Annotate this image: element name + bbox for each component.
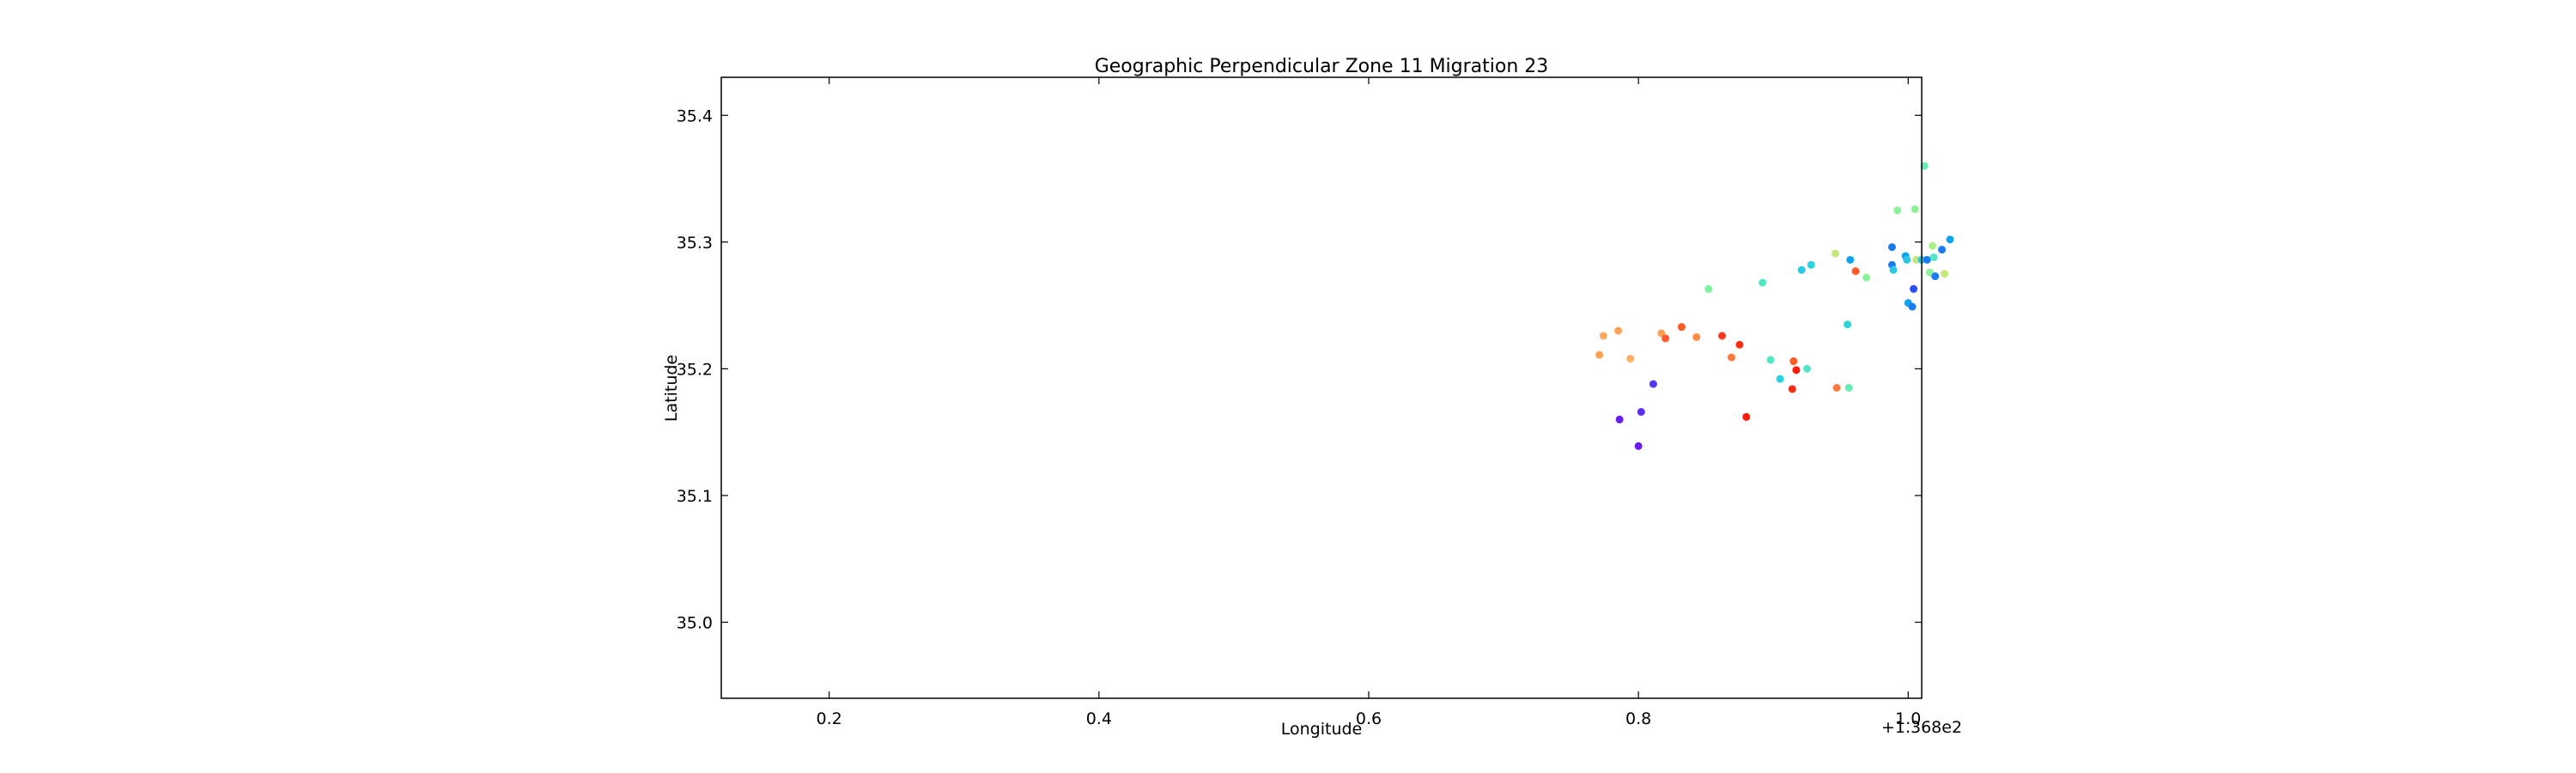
scatter-point: [1595, 350, 1604, 359]
scatter-point: [1844, 384, 1853, 392]
x-axis-title: Longitude: [1281, 720, 1363, 739]
scatter-point: [1929, 241, 1937, 250]
scatter-point: [1759, 278, 1767, 287]
y-tick-label: 35.3: [677, 234, 713, 253]
x-tick-label: 0.8: [1625, 709, 1651, 728]
scatter-point: [1911, 204, 1919, 213]
scatter-point: [1766, 356, 1775, 364]
x-tick-label: 1.0: [1895, 709, 1921, 728]
scatter-point: [1923, 255, 1931, 264]
scatter-point: [1931, 272, 1940, 281]
scatter-point: [1946, 235, 1954, 244]
plot-frame: [720, 76, 1923, 699]
x-tick-label: 0.6: [1356, 709, 1382, 728]
scatter-point: [1615, 415, 1624, 423]
scatter-point: [1908, 302, 1917, 311]
y-tick-label: 35.0: [677, 613, 713, 632]
scatter-point: [1910, 284, 1918, 293]
scatter-point: [1626, 355, 1635, 363]
scatter-point: [1851, 267, 1860, 276]
scatter-point: [1792, 366, 1801, 374]
scatter-point: [1599, 332, 1607, 340]
scatter-point: [1614, 326, 1623, 335]
scatter-point: [1920, 161, 1929, 170]
scatter-point: [1802, 364, 1811, 373]
scatter-point: [1637, 408, 1645, 417]
ticks-layer: 0.2 0.4 0.6 0.8 1.0 35.0 35.1 35.2 35.3 35.4: [677, 77, 1922, 728]
scatter-point: [1862, 273, 1871, 282]
scatter-point: [1662, 334, 1670, 343]
x-offset-label: +1.368e2: [1881, 718, 1962, 737]
scatter-point: [1789, 357, 1798, 366]
scatter-point: [1728, 353, 1736, 362]
scatter-point: [1941, 270, 1949, 278]
y-tick-label: 35.1: [677, 487, 713, 506]
plot-area: [721, 77, 1922, 698]
scatter-point: [1718, 332, 1727, 340]
x-tick-label: 0.4: [1086, 709, 1112, 728]
scatter-point: [1925, 268, 1934, 277]
scatter-point: [1704, 284, 1713, 293]
scatter-point: [1846, 255, 1855, 264]
scatter-point: [1887, 243, 1896, 252]
chart-title: Geographic Perpendicular Zone 11 Migrati…: [1095, 56, 1549, 77]
scatter-point: [1844, 320, 1852, 329]
x-tick-label: 0.2: [817, 709, 842, 728]
scatter-point: [1735, 340, 1744, 349]
scatter-point: [1692, 332, 1701, 341]
scatter-point: [1893, 206, 1902, 215]
scatter-point: [1776, 374, 1784, 383]
scatter-point: [1797, 265, 1806, 274]
scatter-point: [1742, 412, 1751, 421]
scatter-point: [1677, 323, 1686, 332]
scatter-point: [1903, 255, 1911, 264]
scatter-point: [1938, 246, 1947, 254]
scatter-point: [1832, 384, 1841, 392]
y-axis-title: Latitude: [662, 355, 681, 422]
scatter-point: [1649, 380, 1657, 388]
scatter-point: [1788, 385, 1796, 393]
scatter-point: [1889, 265, 1898, 274]
scatter-point: [1807, 260, 1815, 269]
scatter-point: [1831, 249, 1839, 258]
points-layer: [1595, 161, 1954, 450]
scatter-point: [1912, 255, 1921, 264]
scatter-point: [1929, 253, 1938, 262]
scatter-point: [1634, 441, 1643, 450]
y-tick-label: 35.2: [677, 360, 713, 379]
y-tick-label: 35.4: [677, 107, 713, 125]
